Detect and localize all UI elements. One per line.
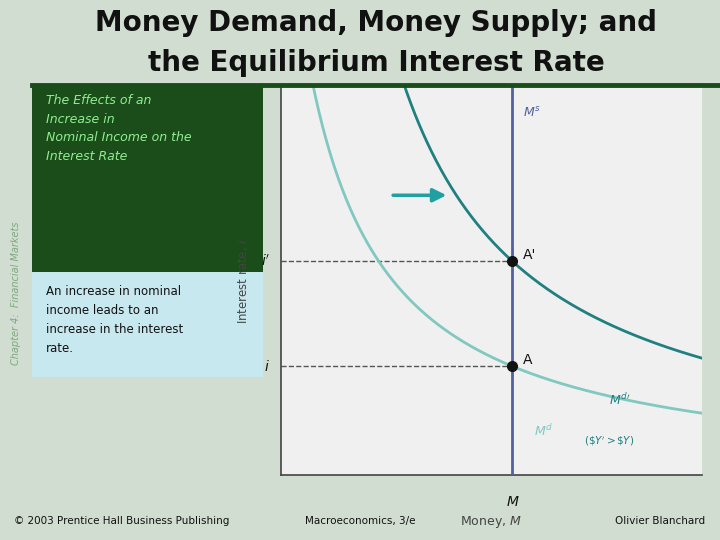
Text: The Effects of an
Increase in
Nominal Income on the
Interest Rate: The Effects of an Increase in Nominal In…: [46, 94, 192, 163]
Text: Money, $M$: Money, $M$: [461, 514, 522, 530]
Text: $M$: $M$: [505, 495, 519, 509]
Text: $M^d$: $M^d$: [534, 423, 553, 440]
FancyBboxPatch shape: [32, 272, 263, 377]
Text: A: A: [523, 353, 533, 367]
Text: $M^s$: $M^s$: [523, 106, 541, 120]
Text: the Equilibrium Interest Rate: the Equilibrium Interest Rate: [148, 49, 605, 77]
Text: $M^{d\prime}$: $M^{d\prime}$: [609, 393, 631, 408]
Text: $i'$: $i'$: [261, 254, 270, 269]
Text: Money Demand, Money Supply; and: Money Demand, Money Supply; and: [95, 9, 657, 37]
Text: © 2003 Prentice Hall Business Publishing: © 2003 Prentice Hall Business Publishing: [14, 516, 230, 526]
Text: An increase in nominal
income leads to an
increase in the interest
rate.: An increase in nominal income leads to a…: [46, 285, 184, 355]
Text: Olivier Blanchard: Olivier Blanchard: [616, 516, 706, 526]
FancyBboxPatch shape: [32, 84, 263, 272]
Text: ($\$Y' > \$Y$): ($\$Y' > \$Y$): [584, 434, 634, 448]
Text: $i$: $i$: [264, 359, 270, 374]
Text: Macroeconomics, 3/e: Macroeconomics, 3/e: [305, 516, 415, 526]
Text: Interest rate, $i$: Interest rate, $i$: [235, 238, 251, 323]
Text: Chapter 4:  Financial Markets: Chapter 4: Financial Markets: [12, 221, 21, 364]
Text: A': A': [523, 248, 536, 262]
